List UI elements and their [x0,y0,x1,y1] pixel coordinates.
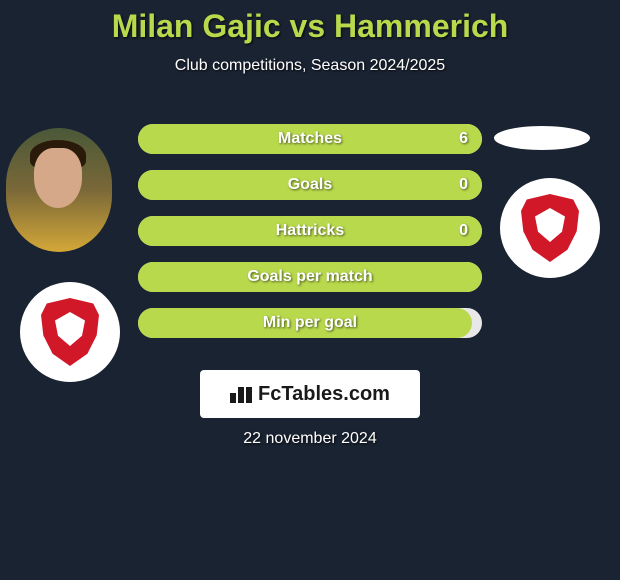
club-logo-left [20,282,120,382]
bar-row: Min per goal [138,308,482,338]
page-subtitle: Club competitions, Season 2024/2025 [0,57,620,75]
club-logo-right [500,178,600,278]
branding-badge: FcTables.com [200,370,420,418]
bar-row: Hattricks0 [138,216,482,246]
player-right-avatar [494,126,590,150]
bar-label: Goals [138,170,482,200]
bar-value-right: 0 [459,216,468,246]
player-left-avatar [6,128,112,252]
bar-label: Goals per match [138,262,482,292]
bar-label: Min per goal [138,308,482,338]
bar-label: Matches [138,124,482,154]
bar-row: Goals per match [138,262,482,292]
bar-row: Goals0 [138,170,482,200]
bar-label: Hattricks [138,216,482,246]
branding-text: FcTables.com [258,383,390,406]
bar-value-right: 0 [459,170,468,200]
comparison-bars: Matches6Goals0Hattricks0Goals per matchM… [138,124,482,354]
bar-value-right: 6 [459,124,468,154]
page-title: Milan Gajic vs Hammerich [0,8,620,45]
bar-row: Matches6 [138,124,482,154]
bar-chart-icon [230,385,252,403]
footer-date: 22 november 2024 [0,430,620,448]
